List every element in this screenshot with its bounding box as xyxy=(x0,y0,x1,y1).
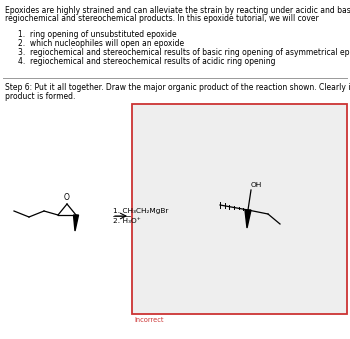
Text: 1. CH₃CH₂MgBr: 1. CH₃CH₂MgBr xyxy=(113,208,168,214)
Text: OH: OH xyxy=(251,182,262,188)
Text: regiochemical and stereochemical products. In this epoxide tutorial, we will cov: regiochemical and stereochemical product… xyxy=(5,14,319,23)
Text: O: O xyxy=(64,193,70,202)
Bar xyxy=(132,104,347,314)
Text: 3.  regiochemical and stereochemical results of basic ring opening of asymmetric: 3. regiochemical and stereochemical resu… xyxy=(18,48,350,57)
Text: 4.  regiochemical and stereochemical results of acidic ring opening: 4. regiochemical and stereochemical resu… xyxy=(18,57,275,66)
Text: Incorrect: Incorrect xyxy=(134,317,163,323)
Polygon shape xyxy=(74,215,78,231)
Polygon shape xyxy=(245,210,251,228)
Text: 1.  ring opening of unsubstituted epoxide: 1. ring opening of unsubstituted epoxide xyxy=(18,30,177,39)
Text: 2. H₃O⁺: 2. H₃O⁺ xyxy=(113,218,141,224)
Text: 2.  which nucleophiles will open an epoxide: 2. which nucleophiles will open an epoxi… xyxy=(18,39,184,48)
Text: Epoxides are highly strained and can alleviate the strain by reacting under acid: Epoxides are highly strained and can all… xyxy=(5,6,350,15)
Text: product is formed.: product is formed. xyxy=(5,92,75,101)
Text: Step 6: Put it all together. Draw the major organic product of the reaction show: Step 6: Put it all together. Draw the ma… xyxy=(5,83,350,92)
